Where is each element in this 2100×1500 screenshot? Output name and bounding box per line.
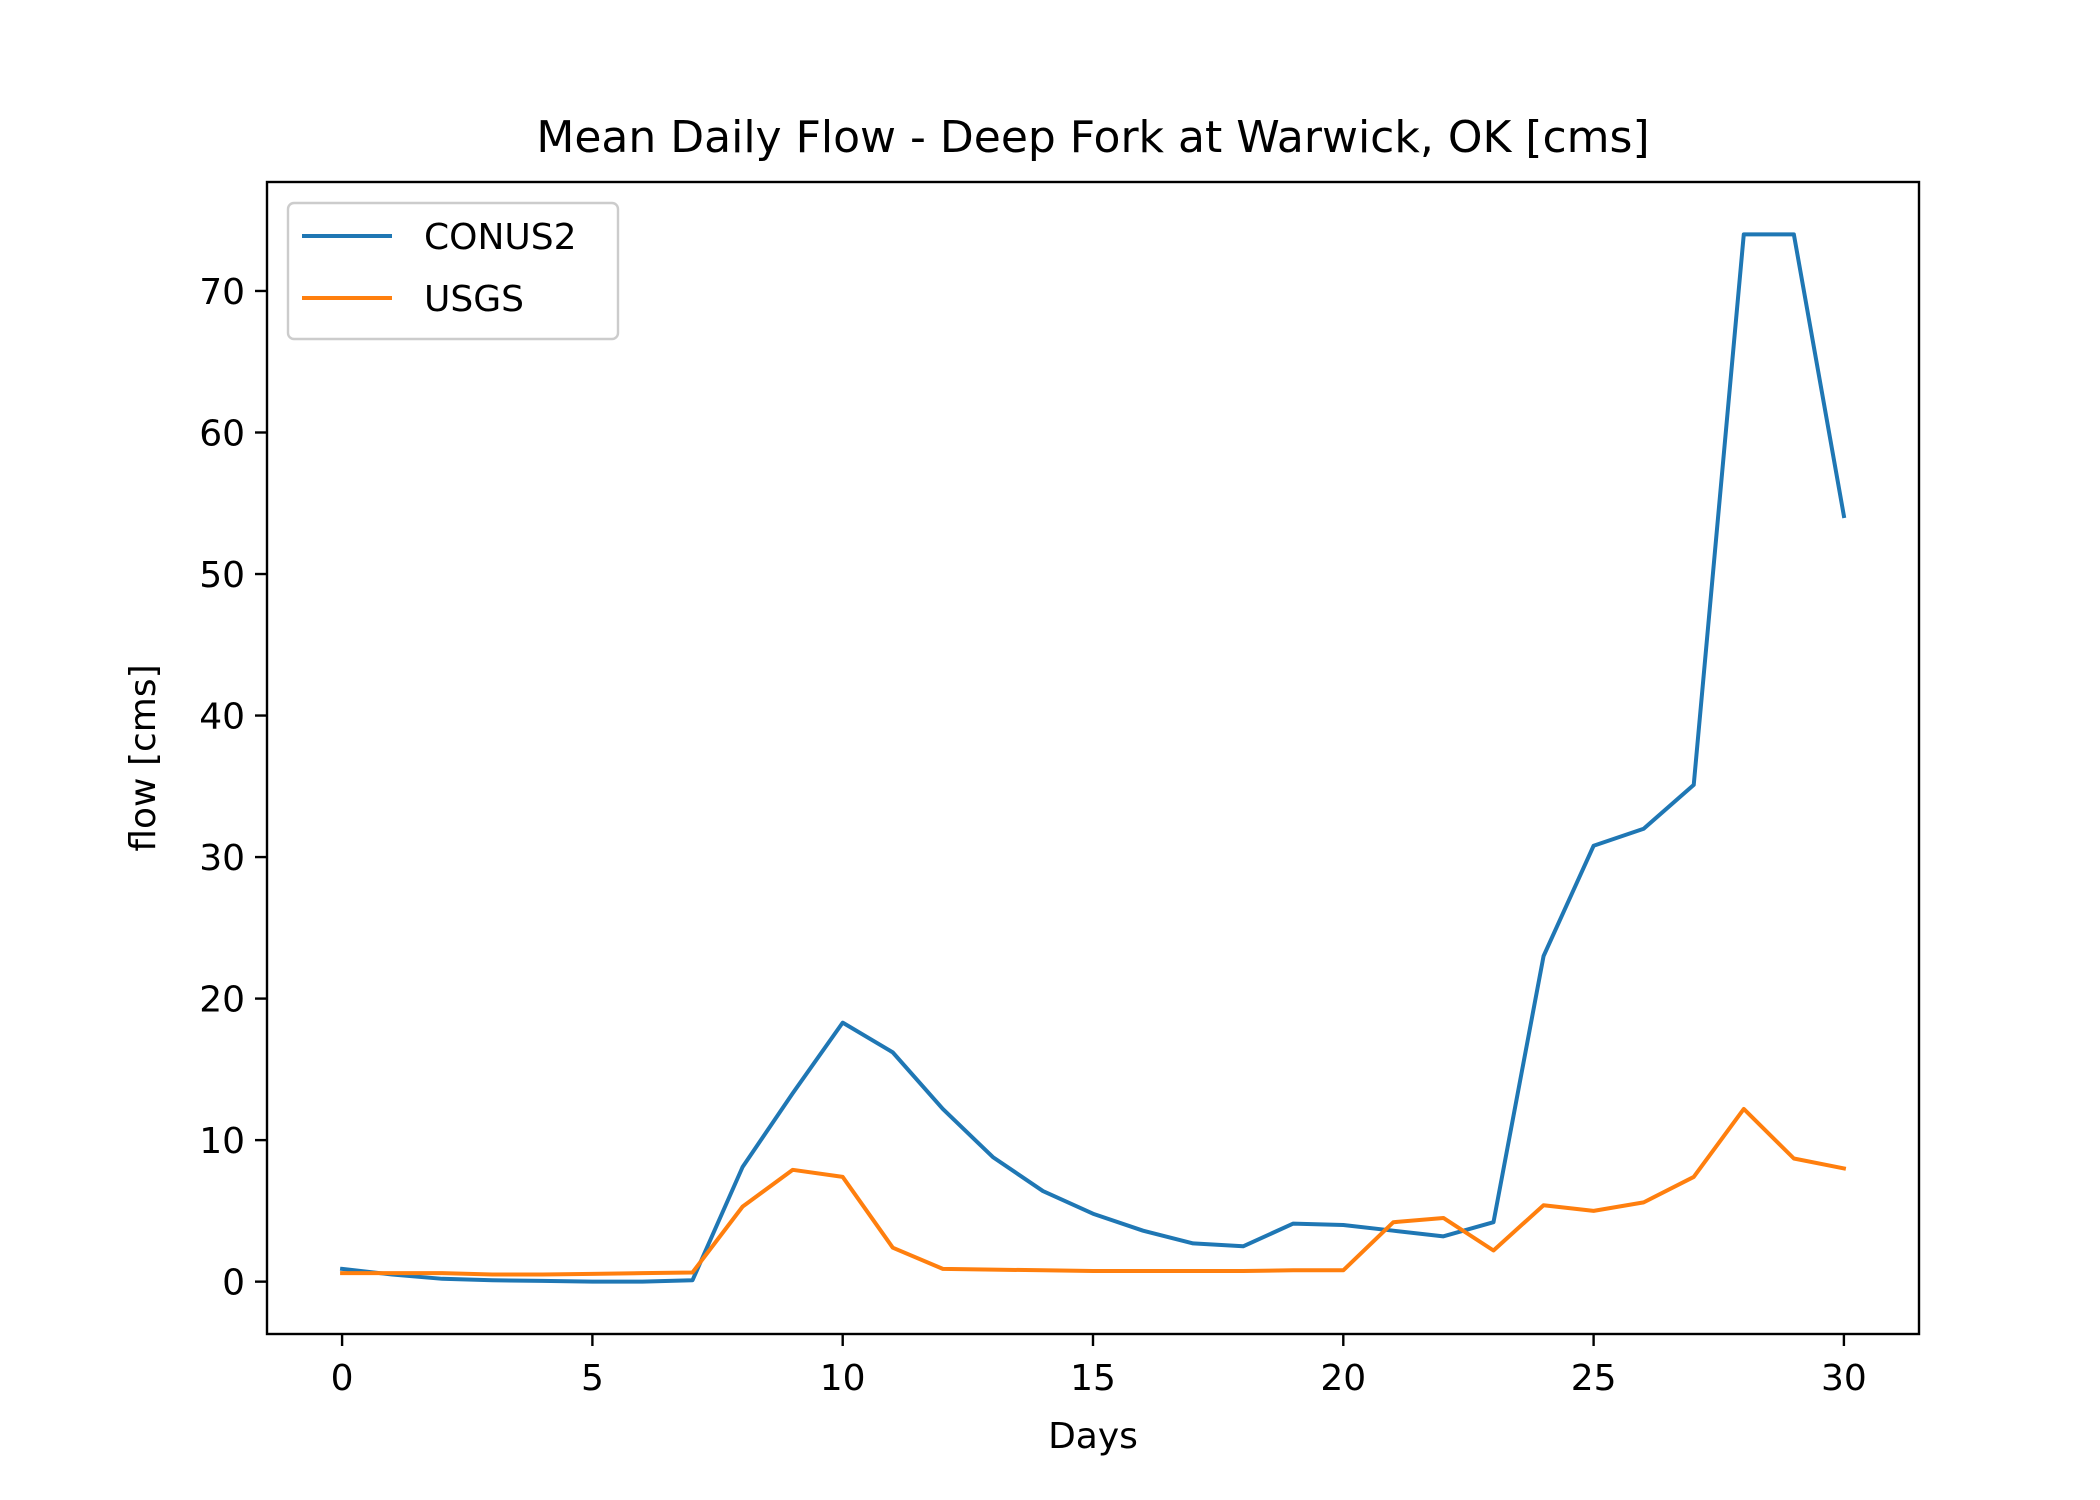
plot-background [267, 182, 1919, 1334]
y-tick-label: 20 [199, 980, 245, 1021]
series-layer [339, 232, 1847, 1284]
y-tick-label: 30 [199, 838, 245, 879]
legend-label-usgs: USGS [424, 279, 524, 320]
y-tick-label: 50 [199, 555, 245, 596]
y-axis: 0 10 20 30 40 50 60 70 [199, 272, 267, 1304]
y-tick-label: 0 [222, 1263, 245, 1304]
x-axis: 0 5 10 15 20 25 30 [331, 1334, 1867, 1399]
x-tick-label: 5 [581, 1358, 604, 1399]
x-axis-label: Days [1048, 1416, 1138, 1457]
x-tick-label: 15 [1070, 1358, 1116, 1399]
legend-label-conus2: CONUS2 [424, 217, 577, 258]
y-axis-label: flow [cms] [123, 664, 164, 851]
y-tick-label: 40 [199, 697, 245, 738]
series-line-usgs [340, 1106, 1847, 1277]
x-tick-label: 0 [331, 1358, 354, 1399]
chart-title: Mean Daily Flow - Deep Fork at Warwick, … [536, 112, 1649, 163]
x-tick-label: 25 [1571, 1358, 1617, 1399]
plot-area [267, 182, 1919, 1334]
x-tick-label: 30 [1821, 1358, 1867, 1399]
y-tick-label: 60 [199, 413, 245, 454]
series-line-conus2 [339, 232, 1847, 1284]
y-tick-label: 10 [199, 1121, 245, 1162]
y-tick-label: 70 [199, 272, 245, 313]
x-tick-label: 20 [1320, 1358, 1366, 1399]
x-tick-label: 10 [820, 1358, 866, 1399]
legend: CONUS2 USGS [286, 201, 620, 341]
